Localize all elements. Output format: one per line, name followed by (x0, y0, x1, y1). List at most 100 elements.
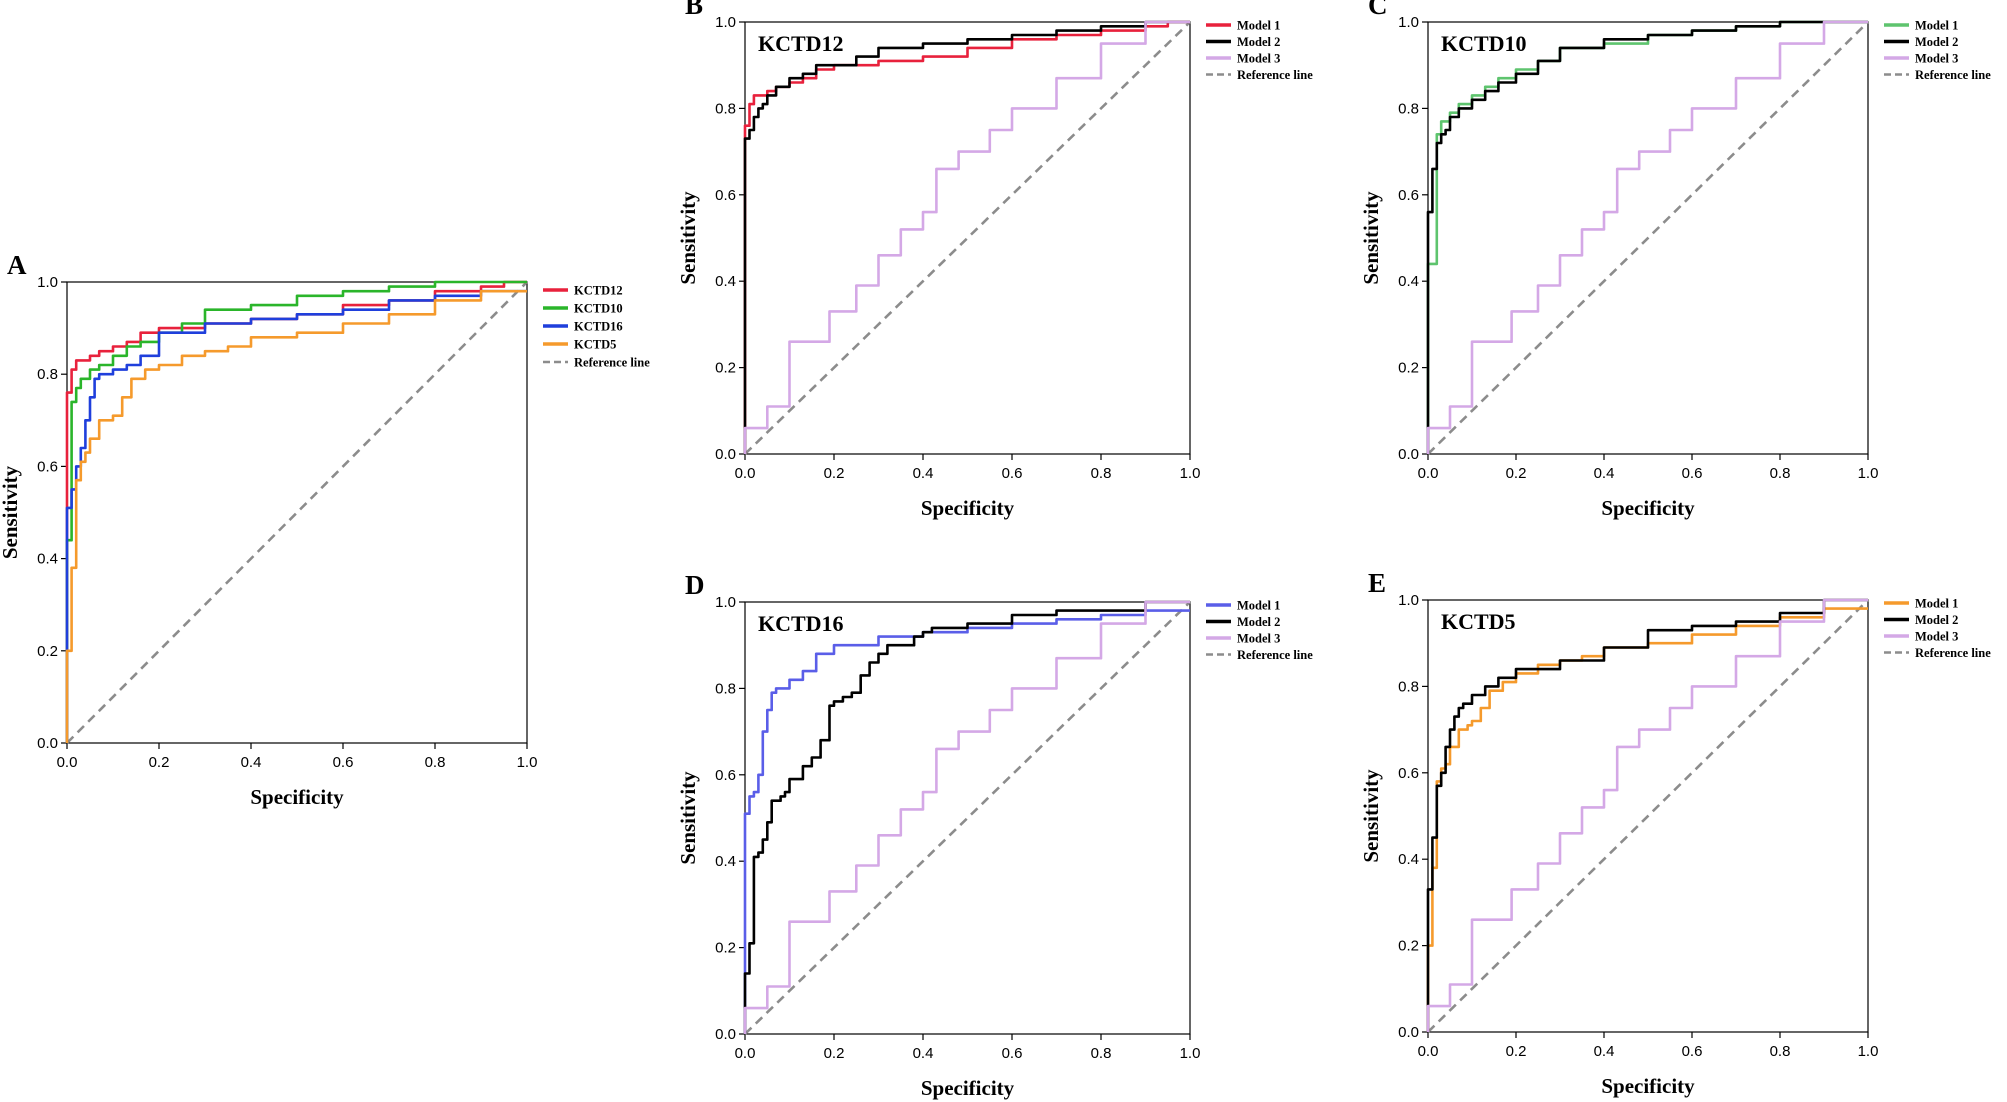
y-tick-label-b: 0.0 (715, 446, 736, 463)
y-tick-label-a: 0.4 (37, 551, 58, 568)
x-tick-label-d: 0.4 (913, 1045, 934, 1062)
series-line-b-model-2 (743, 20, 1190, 454)
panel-b: 0.0 0.2 0.4 0.6 0.8 1.0 0.0 0.2 0.4 0.6 0.8 1.0 Spec… (676, 0, 1313, 520)
y-tick-label-c: 1.0 (1398, 14, 1419, 31)
panel-d: 0.0 0.2 0.4 0.6 0.8 1.0 0.0 0.2 0.4 0.6 0.8 1.0 Spec… (676, 570, 1313, 1100)
y-tick-label-b: 0.6 (715, 187, 736, 204)
series-line-b-model-3 (743, 20, 1190, 454)
y-tick-label-c: 0.0 (1398, 446, 1419, 463)
x-tick-label-c: 0.0 (1418, 465, 1439, 482)
x-axis-title-d: Specificity (921, 1076, 1015, 1100)
y-tick-label-b: 0.8 (715, 100, 736, 117)
legend-label-e-model-1: Model 1 (1915, 597, 1958, 611)
legend-label-e-model-3: Model 3 (1915, 630, 1958, 644)
legend-label-d-model-1: Model 1 (1237, 599, 1280, 613)
legend-label-a-kctd16: KCTD16 (574, 320, 623, 334)
y-tick-label-d: 0.4 (715, 853, 736, 870)
x-tick-label-b: 1.0 (1180, 465, 1201, 482)
x-tick-label-d: 0.6 (1002, 1045, 1023, 1062)
y-tick-label-d: 0.0 (715, 1026, 736, 1043)
x-tick-label-e: 1.0 (1858, 1043, 1879, 1060)
y-tick-label-a: 0.8 (37, 366, 58, 383)
y-tick-label-c: 0.2 (1398, 360, 1419, 377)
x-tick-label-d: 0.0 (735, 1045, 756, 1062)
series-line-e-model-3 (1426, 598, 1868, 1032)
x-tick-label-b: 0.2 (824, 465, 845, 482)
y-axis-title-e: Sensitivity (1359, 769, 1383, 863)
legend-label-b-model-3: Model 3 (1237, 52, 1280, 66)
legend-label-c-model-2: Model 2 (1915, 35, 1958, 49)
x-tick-label-a: 0.2 (149, 754, 170, 771)
y-tick-label-e: 0.2 (1398, 938, 1419, 955)
panel-title-b: KCTD12 (758, 31, 844, 56)
y-tick-label-a: 0.2 (37, 643, 58, 660)
y-tick-label-d: 1.0 (715, 594, 736, 611)
x-tick-label-a: 0.4 (241, 754, 262, 771)
x-axis-title-b: Specificity (921, 496, 1015, 520)
y-tick-label-a: 0.6 (37, 458, 58, 475)
legend-label-d-model-2: Model 2 (1237, 615, 1280, 629)
series-line-c-reference-line (1427, 21, 1869, 455)
panel-title-c: KCTD10 (1441, 31, 1527, 56)
x-tick-label-e: 0.0 (1418, 1043, 1439, 1060)
series-line-a-kctd16 (65, 289, 527, 743)
series-line-e-reference-line (1427, 599, 1869, 1033)
x-tick-label-c: 1.0 (1858, 465, 1879, 482)
x-tick-label-d: 0.2 (824, 1045, 845, 1062)
x-tick-label-c: 0.2 (1506, 465, 1527, 482)
legend-label-b-model-1: Model 1 (1237, 19, 1280, 33)
series-line-d-model-3 (743, 600, 1190, 1034)
panel-letter-b: B (685, 0, 703, 20)
legend-label-a-kctd12: KCTD12 (574, 284, 623, 298)
y-tick-label-e: 0.4 (1398, 851, 1419, 868)
series-line-b-model-1 (743, 20, 1190, 454)
panel-title-d: KCTD16 (758, 611, 844, 636)
x-tick-label-d: 1.0 (1180, 1045, 1201, 1062)
x-tick-label-d: 0.8 (1091, 1045, 1112, 1062)
x-tick-label-c: 0.6 (1682, 465, 1703, 482)
legend-label-e-model-2: Model 2 (1915, 613, 1958, 627)
x-tick-label-b: 0.4 (913, 465, 934, 482)
series-line-a-reference-line (66, 281, 528, 744)
series-line-d-reference-line (744, 601, 1191, 1035)
y-tick-label-e: 0.6 (1398, 765, 1419, 782)
series-line-e-model-2 (1426, 598, 1868, 1032)
legend-label-c-model-1: Model 1 (1915, 19, 1958, 33)
x-tick-label-b: 0.6 (1002, 465, 1023, 482)
legend-label-c-reference-line: Reference line (1915, 68, 1991, 82)
y-tick-label-b: 1.0 (715, 14, 736, 31)
y-tick-label-d: 0.8 (715, 680, 736, 697)
x-tick-label-b: 0.8 (1091, 465, 1112, 482)
panel-letter-c: C (1368, 0, 1388, 20)
legend-label-e-reference-line: Reference line (1915, 646, 1991, 660)
y-tick-label-c: 0.6 (1398, 187, 1419, 204)
y-tick-label-a: 0.0 (37, 735, 58, 752)
legend-label-b-model-2: Model 2 (1237, 35, 1280, 49)
y-tick-label-a: 1.0 (37, 274, 58, 291)
series-line-b-reference-line (744, 21, 1191, 455)
panel-title-e: KCTD5 (1441, 609, 1516, 634)
y-tick-label-d: 0.6 (715, 767, 736, 784)
x-axis-title-a: Specificity (250, 785, 344, 809)
y-tick-label-e: 1.0 (1398, 592, 1419, 609)
y-axis-title-a: Sensitivity (0, 465, 22, 559)
panel-letter-e: E (1368, 568, 1386, 598)
x-tick-label-a: 0.6 (333, 754, 354, 771)
panel-a: 0.0 0.2 0.4 0.6 0.8 1.0 0.0 0.2 0.4 0.6 0.8 1.0 Spec… (0, 250, 650, 809)
y-axis-title-b: Sensitivity (676, 191, 700, 285)
series-line-c-model-3 (1426, 20, 1868, 454)
y-tick-label-d: 0.2 (715, 940, 736, 957)
x-tick-label-e: 0.6 (1682, 1043, 1703, 1060)
series-line-e-model-1 (1426, 607, 1868, 1032)
x-tick-label-c: 0.4 (1594, 465, 1615, 482)
x-axis-title-e: Specificity (1601, 1074, 1695, 1098)
x-tick-label-e: 0.4 (1594, 1043, 1615, 1060)
panel-letter-a: A (7, 250, 27, 280)
series-line-c-model-2 (1426, 20, 1868, 454)
y-tick-label-b: 0.2 (715, 360, 736, 377)
legend-label-d-model-3: Model 3 (1237, 632, 1280, 646)
panel-e: 0.0 0.2 0.4 0.6 0.8 1.0 0.0 0.2 0.4 0.6 0.8 1.0 Spec… (1359, 568, 1991, 1098)
x-tick-label-c: 0.8 (1770, 465, 1791, 482)
legend-label-c-model-3: Model 3 (1915, 52, 1958, 66)
